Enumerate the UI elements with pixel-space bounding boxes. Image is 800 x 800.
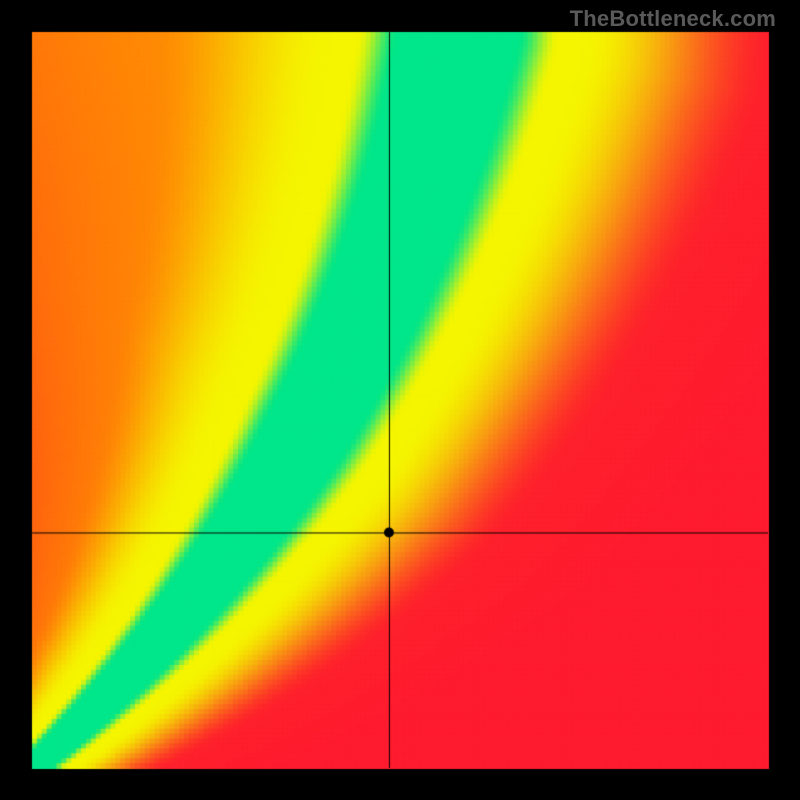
crosshair-overlay — [0, 0, 800, 800]
chart-container: TheBottleneck.com — [0, 0, 800, 800]
watermark-text: TheBottleneck.com — [570, 6, 776, 32]
